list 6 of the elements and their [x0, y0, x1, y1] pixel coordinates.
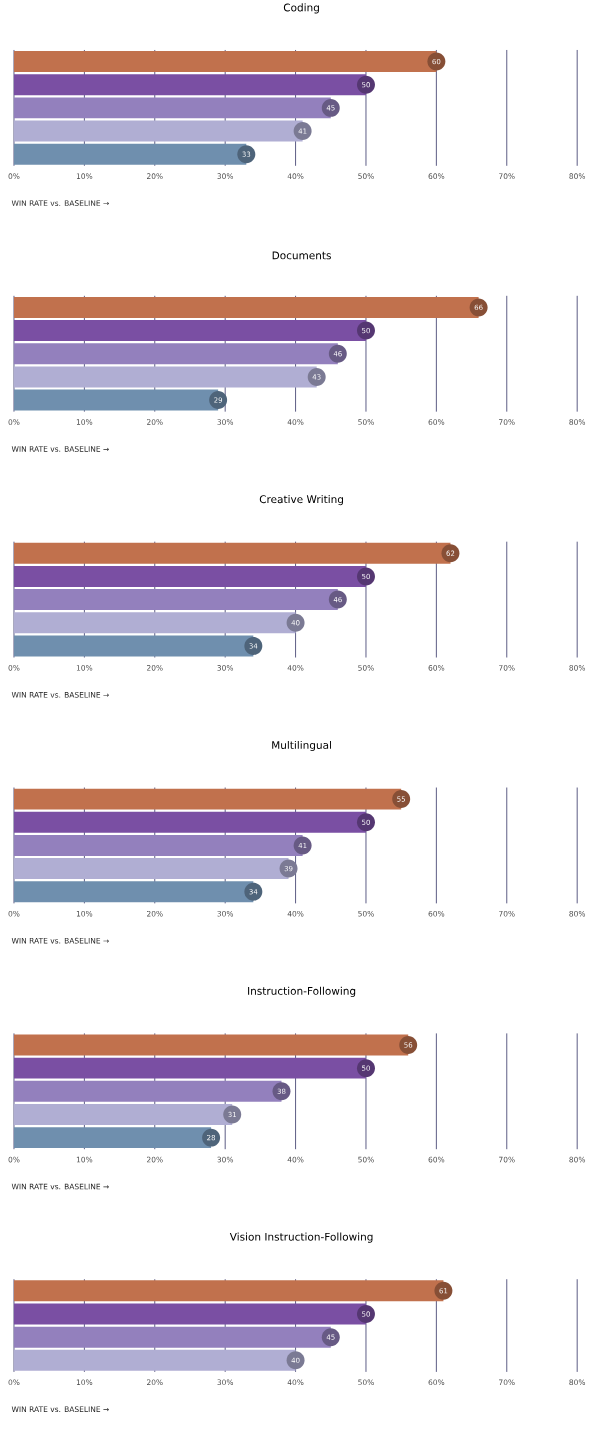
chart-title: Vision Instruction-Following [229, 1232, 373, 1243]
chart-title: Multilingual [272, 740, 331, 752]
chart-title: Documents [272, 251, 331, 260]
chart-title: Coding [283, 3, 319, 14]
chart-title: Instruction-Following [248, 986, 356, 997]
chart-title: Creative Writing [259, 495, 343, 506]
